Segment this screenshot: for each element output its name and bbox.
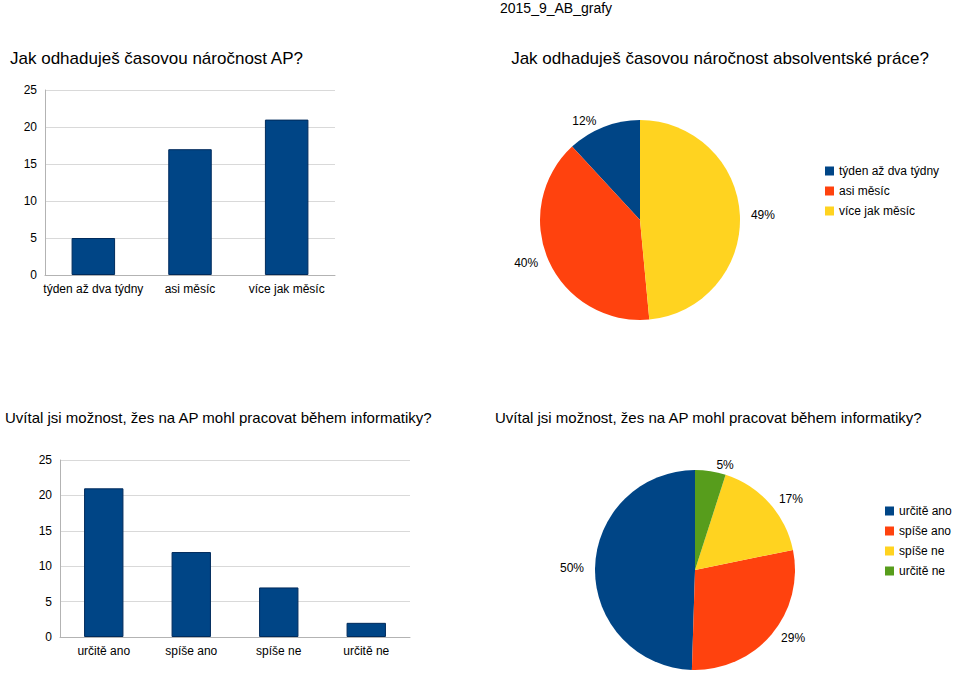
svg-text:Jak odhaduješ časovou náročnos: Jak odhaduješ časovou náročnost absolven… — [511, 49, 929, 68]
svg-text:týden až dva týdny: týden až dva týdny — [839, 164, 939, 178]
svg-text:25: 25 — [39, 453, 53, 467]
svg-text:spíše ano: spíše ano — [165, 644, 217, 658]
svg-text:Jak odhaduješ časovou náročnos: Jak odhaduješ časovou náročnost AP? — [10, 49, 303, 68]
svg-text:0: 0 — [30, 268, 37, 282]
svg-text:15: 15 — [39, 524, 53, 538]
svg-text:Uvítal jsi možnost, žes na AP: Uvítal jsi možnost, žes na AP mohl praco… — [495, 409, 922, 426]
svg-text:5: 5 — [30, 231, 37, 245]
svg-text:17%: 17% — [779, 492, 803, 506]
svg-text:0: 0 — [45, 630, 52, 644]
html-text:2015_9_AB_grafy: 2015_9_AB_grafy — [500, 0, 613, 16]
svg-text:25: 25 — [24, 83, 38, 97]
svg-text:spíše ano: spíše ano — [899, 524, 951, 538]
svg-text:určitě ano: určitě ano — [77, 644, 130, 658]
svg-text:15: 15 — [24, 157, 38, 171]
svg-text:12%: 12% — [572, 114, 596, 128]
svg-text:určitě ne: určitě ne — [899, 564, 945, 578]
svg-text:Uvítal jsi možnost, žes na AP: Uvítal jsi možnost, žes na AP mohl praco… — [5, 409, 432, 426]
svg-text:určitě ano: určitě ano — [899, 504, 952, 518]
svg-text:5%: 5% — [716, 458, 734, 472]
svg-text:týden až dva týdny: týden až dva týdny — [43, 282, 143, 296]
svg-text:20: 20 — [39, 488, 53, 502]
svg-text:40%: 40% — [514, 256, 538, 270]
svg-text:49%: 49% — [751, 208, 775, 222]
svg-text:více jak měsíc: více jak měsíc — [839, 204, 915, 218]
svg-text:spíše ne: spíše ne — [899, 544, 945, 558]
svg-text:50%: 50% — [560, 561, 584, 575]
svg-text:20: 20 — [24, 120, 38, 134]
svg-text:určitě ne: určitě ne — [343, 644, 389, 658]
svg-text:asi měsíc: asi měsíc — [165, 282, 216, 296]
svg-text:asi měsíc: asi měsíc — [839, 184, 890, 198]
svg-text:10: 10 — [39, 559, 53, 573]
svg-text:10: 10 — [24, 194, 38, 208]
svg-text:více jak měsíc: více jak měsíc — [249, 282, 325, 296]
svg-text:5: 5 — [45, 595, 52, 609]
svg-text:29%: 29% — [781, 631, 805, 645]
svg-text:spíše ne: spíše ne — [256, 644, 302, 658]
